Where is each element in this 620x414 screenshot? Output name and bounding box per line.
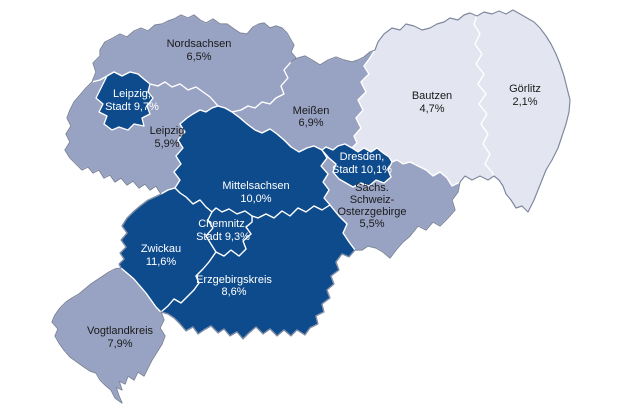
state-border-outline [51, 9, 571, 404]
region-chemnitz-stadt [205, 207, 253, 257]
region-dresden-stadt [321, 143, 393, 188]
region-goerlitz [473, 9, 571, 213]
region-leipzig-stadt [95, 71, 154, 131]
